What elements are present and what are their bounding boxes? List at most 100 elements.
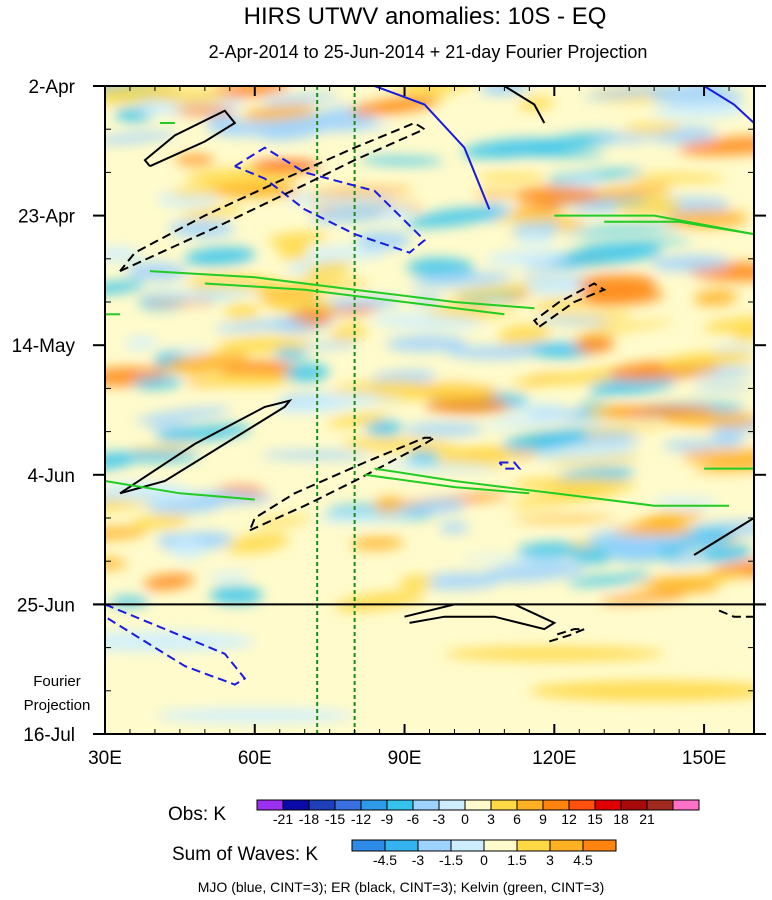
field-patch [424,399,512,414]
projection-patch [105,631,255,652]
field-patch [649,87,745,106]
field-patch [535,317,611,325]
obs-colorbar-swatch [646,799,674,811]
kelvin-contour [604,220,754,236]
field-patch [497,324,551,345]
field-patch [259,93,339,106]
field-patch [109,451,200,462]
field-patch [477,173,546,182]
projection-label-line1: Fourier [33,673,81,690]
field-patch [156,424,252,443]
field-patch [274,348,308,360]
obs-colorbar-swatch [282,799,310,811]
field-patch [515,229,554,244]
field-patch [703,543,752,563]
mjo-contour-negative [105,603,247,686]
er-contour-positive [503,86,546,124]
kelvin-contour [204,282,505,316]
field-patch [209,586,263,605]
waves-colorbar-tick-label: 0 [480,852,488,868]
field-patch [213,318,312,332]
field-patch [483,561,587,582]
axis-ticks: 30E 60E 90E 120E 150E 2-Apr 23-Apr 14-May 4-Jun 2… [12,77,766,769]
projection-patch [154,708,355,723]
field-patch [711,430,744,448]
x-tick-label: 90E [388,748,422,769]
field-patch [525,280,585,297]
field-patch [266,231,328,246]
field-patch [572,545,615,565]
er-contour-negative [718,609,754,618]
field-patch [411,498,467,515]
field-patch [385,335,467,352]
wave-contours [105,86,754,686]
field-patch [135,407,231,424]
er-contour-positive [119,399,293,495]
field-patch [359,156,444,165]
field-patch [203,372,291,387]
field-patch [143,573,195,590]
field-patch [652,103,749,120]
field-patch [307,187,413,197]
field-patch [258,122,325,141]
x-tick-label: 120E [532,748,576,769]
obs-colorbar-tick-label: -21 [273,811,293,827]
field-patch [614,525,695,536]
field-patch [217,115,333,137]
waves-colorbar-tick-label: 3 [546,852,554,868]
field-patch [629,173,726,183]
x-tick-label: 150E [682,748,726,769]
field-patch [249,161,320,172]
waves-colorbar-tick-label: -1.5 [439,852,463,868]
projection-patch [444,646,665,661]
field-patch [580,238,692,249]
field-patch [438,522,470,534]
obs-colorbar-tick-label: 3 [487,811,495,827]
field-patch [575,274,657,295]
obs-colorbar-swatch [542,799,570,811]
waves-colorbar-swatch [450,839,485,852]
obs-colorbar-tick-label: 21 [639,811,655,827]
field-patch [599,593,687,604]
obs-colorbar-swatch [620,799,648,811]
field-patch [514,186,601,205]
obs-colorbar-label: Obs: K [168,804,226,825]
y-tick-label: 14-May [12,336,76,357]
field-patch [681,448,754,467]
field-patch [304,261,353,278]
field-patch [208,571,251,581]
chart-title: HIRS UTWV anomalies: 10S - EQ [244,3,607,30]
field-patch [532,297,588,311]
field-patch [506,371,612,388]
waves-colorbar-tick-label: 4.5 [573,852,593,868]
kelvin-contour [105,480,255,501]
field-patch [405,206,503,228]
field-patch [278,243,309,261]
field-patch [502,430,590,451]
field-patch [354,230,412,250]
plot-area [105,86,754,734]
y-tick-label: 25-Jun [17,595,75,616]
er-contour-negative [532,282,607,328]
obs-colorbar-swatch [438,799,466,811]
obs-colorbar-swatch [334,799,362,811]
field-patch [605,543,663,560]
field-patch [593,325,624,334]
obs-colorbar-swatch [360,799,388,811]
field-patch [644,576,720,594]
contour-legend: MJO (blue, CINT=3); ER (black, CINT=3); … [198,879,605,895]
field-patch [559,175,602,190]
field-patch [547,245,663,266]
waves-colorbar-swatch [483,839,518,852]
waves-colorbar-label: Sum of Waves: K [172,844,318,865]
field-patch [105,280,146,296]
waves-colorbar-swatch [582,839,617,852]
field-patch [635,512,705,527]
waves-colorbar-swatch [516,839,551,852]
obs-colorbar-tick-label: -3 [433,811,446,827]
field-patch [399,575,433,590]
field-patch [174,156,215,165]
field-patch [494,213,569,224]
projection-label-line2: Projection [24,697,91,714]
